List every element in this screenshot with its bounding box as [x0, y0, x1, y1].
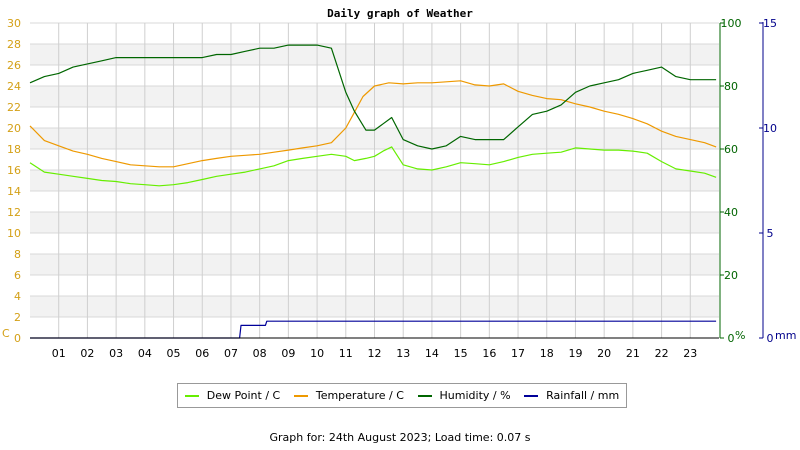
rainfall-tick-label: 5	[767, 227, 774, 240]
legend-label-temperature: Temperature / C	[315, 389, 404, 402]
x-tick-label: 10	[310, 347, 324, 360]
x-tick-label: 02	[80, 347, 94, 360]
humidity-tick-label: 40	[724, 206, 738, 219]
x-tick-label: 11	[339, 347, 353, 360]
x-tick-label: 18	[540, 347, 554, 360]
legend-label-humidity: Humidity / %	[439, 389, 511, 402]
chart-legend: Dew Point / C Temperature / C Humidity /…	[177, 383, 627, 408]
series-line-temperature	[29, 80, 717, 168]
temperature-tick-label: 8	[14, 248, 21, 261]
legend-label-dew-point: Dew Point / C	[206, 389, 281, 402]
x-tick-label: 14	[425, 347, 439, 360]
x-tick-label: 05	[167, 347, 181, 360]
x-tick-label: 03	[109, 347, 123, 360]
legend-swatch-temperature	[293, 394, 308, 397]
temperature-tick-label: 6	[14, 269, 21, 282]
temperature-tick-label: 10	[7, 227, 21, 240]
temperature-tick-label: 22	[7, 101, 21, 114]
rainfall-tick-label: 0	[767, 332, 774, 345]
temperature-tick-label: 20	[7, 122, 21, 135]
legend-item-humidity: Humidity / %	[417, 389, 511, 402]
humidity-tick-label: 60	[724, 143, 738, 156]
humidity-tick-label: 80	[724, 80, 738, 93]
rainfall-tick-label: 15	[763, 17, 777, 30]
legend-swatch-rainfall	[524, 394, 539, 397]
x-tick-label: 01	[52, 347, 66, 360]
temperature-tick-label: 0	[14, 332, 21, 345]
legend-item-rainfall: Rainfall / mm	[524, 389, 619, 402]
legend-item-dew-point: Dew Point / C	[184, 389, 281, 402]
x-tick-label: 13	[396, 347, 410, 360]
humidity-tick-label: 20	[724, 269, 738, 282]
plot-axes: 0246810121416182022242628300204060801000…	[7, 17, 777, 360]
x-tick-label: 15	[454, 347, 468, 360]
series-line-humidity	[29, 44, 717, 150]
temperature-tick-label: 28	[7, 38, 21, 51]
series-line-dew-point	[29, 146, 717, 187]
temperature-axis-unit: C	[2, 327, 10, 340]
legend-swatch-humidity	[417, 394, 432, 397]
x-tick-label: 07	[224, 347, 238, 360]
rainfall-tick-label: 10	[763, 122, 777, 135]
humidity-tick-label: 0	[728, 332, 735, 345]
temperature-tick-label: 2	[14, 311, 21, 324]
humidity-axis-unit: %	[735, 329, 745, 342]
legend-swatch-dew-point	[184, 394, 199, 397]
plot-grid	[30, 22, 719, 339]
temperature-tick-label: 24	[7, 80, 21, 93]
x-tick-label: 16	[482, 347, 496, 360]
temperature-tick-label: 12	[7, 206, 21, 219]
temperature-tick-label: 16	[7, 164, 21, 177]
x-tick-label: 20	[597, 347, 611, 360]
x-tick-label: 21	[626, 347, 640, 360]
x-tick-label: 06	[195, 347, 209, 360]
temperature-tick-label: 14	[7, 185, 21, 198]
x-tick-label: 23	[683, 347, 697, 360]
legend-item-temperature: Temperature / C	[293, 389, 404, 402]
chart-title: Daily graph of Weather	[327, 7, 473, 20]
x-tick-label: 19	[568, 347, 582, 360]
x-tick-label: 09	[281, 347, 295, 360]
temperature-tick-label: 26	[7, 59, 21, 72]
temperature-tick-label: 4	[14, 290, 21, 303]
x-tick-label: 22	[655, 347, 669, 360]
x-tick-label: 04	[138, 347, 152, 360]
temperature-tick-label: 18	[7, 143, 21, 156]
x-tick-label: 12	[368, 347, 382, 360]
temperature-tick-label: 30	[7, 17, 21, 30]
x-tick-label: 08	[253, 347, 267, 360]
rainfall-axis-unit: mm	[775, 329, 796, 342]
x-tick-label: 17	[511, 347, 525, 360]
graph-footer: Graph for: 24th August 2023; Load time: …	[269, 431, 531, 444]
legend-label-rainfall: Rainfall / mm	[546, 389, 620, 402]
humidity-tick-label: 100	[721, 17, 742, 30]
